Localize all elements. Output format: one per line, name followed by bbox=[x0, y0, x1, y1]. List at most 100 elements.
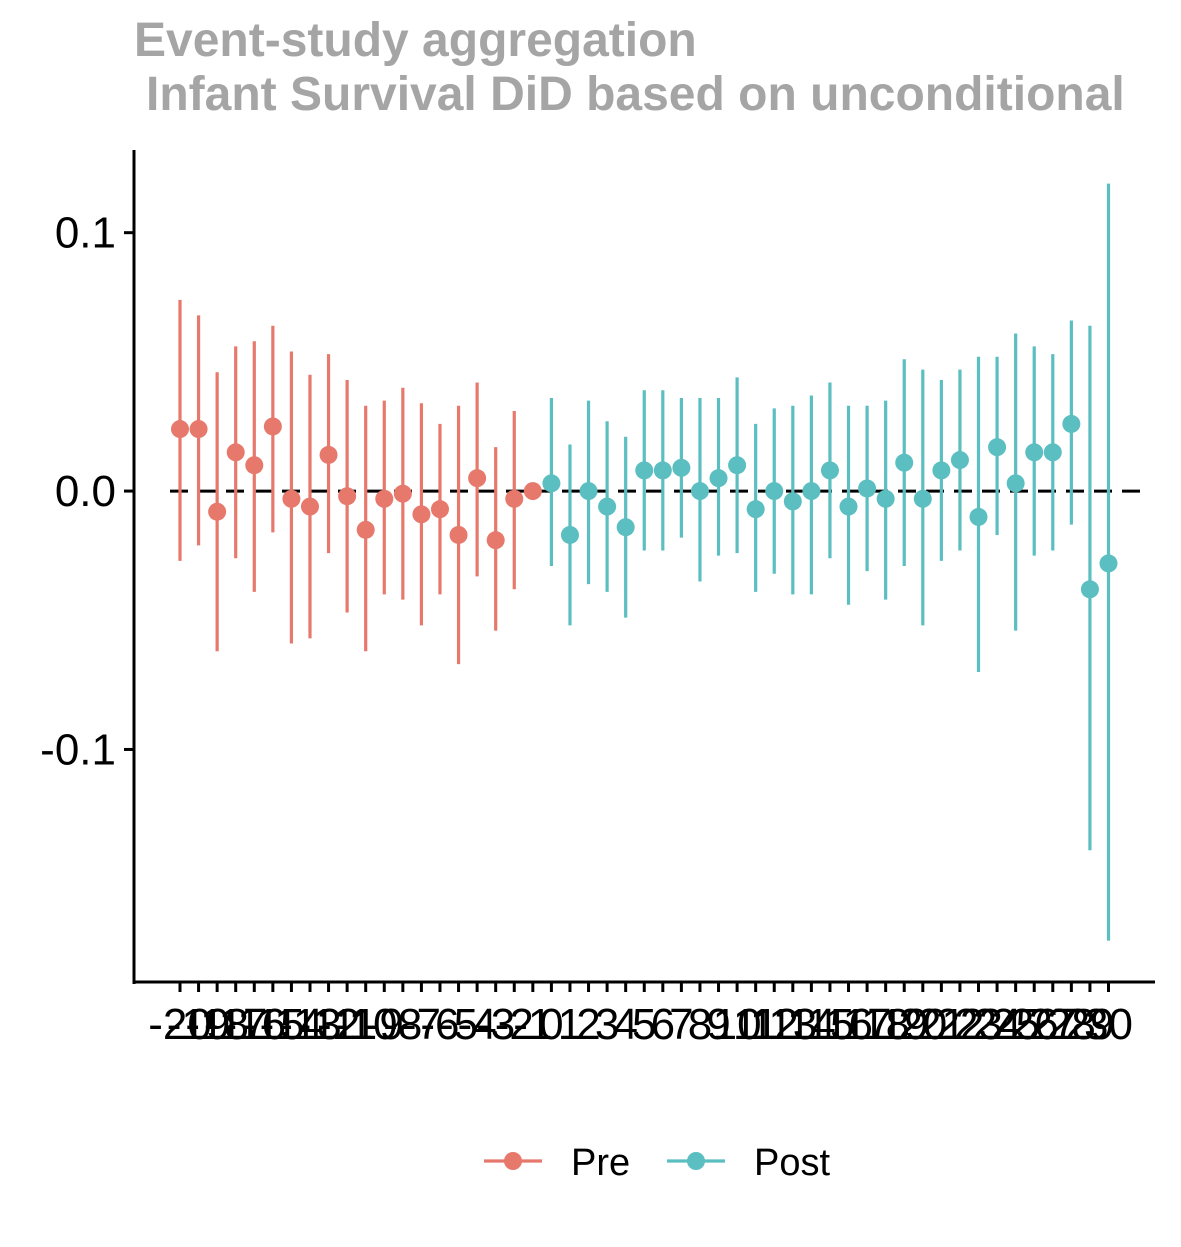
x-tick-label: -20 bbox=[148, 1000, 212, 1049]
x-tick-label: 23 bbox=[954, 1000, 1003, 1049]
x-tick-label: 9 bbox=[706, 1000, 730, 1049]
series-pre bbox=[171, 299, 542, 665]
point-estimate bbox=[1025, 443, 1044, 462]
point-estimate bbox=[393, 484, 412, 503]
point-estimate bbox=[319, 445, 338, 464]
x-tick-label: 20 bbox=[898, 1000, 947, 1049]
x-tick-label: 29 bbox=[1065, 1000, 1114, 1049]
x-tick-label: -1 bbox=[513, 1000, 552, 1049]
point-estimate bbox=[412, 505, 431, 524]
point-estimate bbox=[690, 482, 709, 501]
x-tick-label: -7 bbox=[402, 1000, 441, 1049]
x-tick-label: 19 bbox=[880, 1000, 929, 1049]
point-estimate bbox=[765, 482, 784, 501]
x-tick-label: -5 bbox=[439, 1000, 478, 1049]
y-tick-label: 0.0 bbox=[55, 467, 116, 516]
point-estimate bbox=[430, 500, 449, 519]
x-tick-label: -17 bbox=[204, 1000, 268, 1049]
x-tick-label: 30 bbox=[1084, 1000, 1133, 1049]
point-estimate bbox=[746, 500, 765, 519]
x-tick-label: 17 bbox=[843, 1000, 892, 1049]
legend-item-post: Post bbox=[667, 1142, 830, 1184]
point-estimate bbox=[300, 497, 319, 516]
x-tick-label: -6 bbox=[420, 1000, 459, 1049]
x-tick-label: -16 bbox=[222, 1000, 286, 1049]
x-tick-label: 11 bbox=[733, 1000, 779, 1049]
x-tick-label: 24 bbox=[973, 1000, 1022, 1049]
x-tick-label: 3 bbox=[595, 1000, 619, 1049]
point-estimate bbox=[449, 525, 468, 544]
legend-key-point bbox=[504, 1152, 522, 1170]
point-estimate bbox=[709, 469, 728, 488]
x-tick-label: -10 bbox=[334, 1000, 398, 1049]
point-estimate bbox=[820, 461, 839, 480]
y-tick-label: -0.1 bbox=[40, 725, 116, 774]
x-tick-label: -13 bbox=[278, 1000, 342, 1049]
point-estimate bbox=[616, 518, 635, 537]
point-estimate bbox=[635, 461, 654, 480]
point-estimate bbox=[486, 531, 505, 550]
x-tick-label: -3 bbox=[476, 1000, 515, 1049]
x-tick-label: 2 bbox=[576, 1000, 600, 1049]
point-estimate bbox=[1043, 443, 1062, 462]
point-range-marks bbox=[171, 183, 1118, 941]
point-estimate bbox=[356, 520, 375, 539]
point-estimate bbox=[245, 456, 264, 475]
x-tick-label: -8 bbox=[383, 1000, 422, 1049]
x-tick-label: 15 bbox=[805, 1000, 854, 1049]
x-tick-label: 14 bbox=[787, 1000, 836, 1049]
point-estimate bbox=[542, 474, 561, 493]
point-estimate bbox=[969, 507, 988, 526]
point-estimate bbox=[375, 489, 394, 508]
x-tick-label: -11 bbox=[317, 1000, 377, 1049]
point-estimate bbox=[338, 487, 357, 506]
point-estimate bbox=[895, 453, 914, 472]
point-estimate bbox=[1062, 414, 1081, 433]
point-estimate bbox=[1006, 474, 1025, 493]
x-tick-label: 6 bbox=[651, 1000, 675, 1049]
x-tick-label: 8 bbox=[688, 1000, 712, 1049]
x-tick-label: 5 bbox=[632, 1000, 656, 1049]
point-estimate bbox=[189, 420, 208, 439]
point-estimate bbox=[1099, 554, 1118, 573]
x-tick-label: -14 bbox=[260, 1000, 324, 1049]
point-estimate bbox=[263, 417, 282, 436]
point-estimate bbox=[208, 502, 227, 521]
chart-title-line-1: Event-study aggregation bbox=[134, 14, 697, 67]
x-tick-label: -4 bbox=[458, 1000, 497, 1049]
legend-item-pre: Pre bbox=[484, 1142, 630, 1184]
point-estimate bbox=[226, 443, 245, 462]
chart-subtitle: Infant Survival DiD based on uncondition… bbox=[146, 68, 1125, 121]
point-estimate bbox=[468, 469, 487, 488]
x-tick-label: -9 bbox=[365, 1000, 404, 1049]
x-tick-label: 12 bbox=[750, 1000, 799, 1049]
x-tick-label: 10 bbox=[713, 1000, 762, 1049]
point-estimate bbox=[913, 489, 932, 508]
y-tick-label: 0.1 bbox=[55, 209, 116, 258]
x-tick-label: 25 bbox=[991, 1000, 1040, 1049]
x-tick-label: 28 bbox=[1047, 1000, 1096, 1049]
x-tick-label: 22 bbox=[935, 1000, 984, 1049]
point-estimate bbox=[672, 458, 691, 477]
x-tick-label: -2 bbox=[495, 1000, 534, 1049]
point-estimate bbox=[728, 456, 747, 475]
x-tick-label: 27 bbox=[1028, 1000, 1077, 1049]
point-estimate bbox=[171, 420, 189, 439]
point-estimate bbox=[932, 461, 951, 480]
point-estimate bbox=[950, 451, 969, 470]
point-estimate bbox=[802, 482, 821, 501]
x-tick-label: 1 bbox=[558, 1000, 582, 1049]
point-estimate bbox=[783, 492, 802, 511]
point-estimate bbox=[876, 489, 895, 508]
legend-label: Pre bbox=[571, 1142, 630, 1184]
series-post bbox=[542, 183, 1118, 941]
point-estimate bbox=[858, 479, 877, 498]
point-estimate bbox=[505, 489, 524, 508]
legend: Pre Post bbox=[484, 1142, 830, 1184]
x-tick-label: 7 bbox=[669, 1000, 693, 1049]
x-tick-label: 26 bbox=[1010, 1000, 1059, 1049]
point-estimate bbox=[988, 438, 1007, 457]
x-tick-label: -19 bbox=[167, 1000, 231, 1049]
legend-key-point bbox=[687, 1152, 705, 1170]
